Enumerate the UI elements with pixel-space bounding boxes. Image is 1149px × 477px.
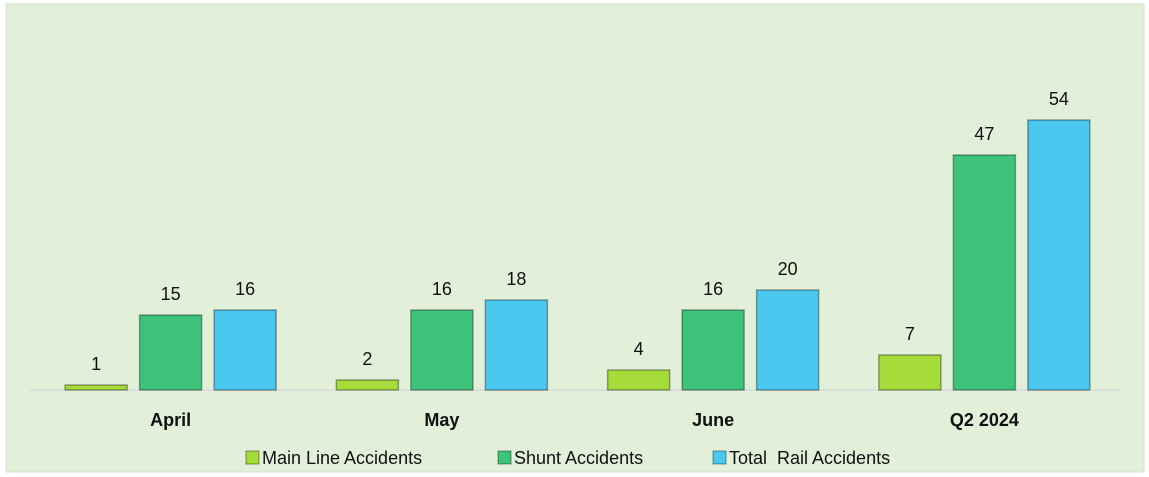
- bar: [410, 309, 474, 391]
- data-label: 47: [974, 124, 994, 144]
- bar: [681, 309, 745, 391]
- data-label: 7: [905, 324, 915, 344]
- legend-label: Total Rail Accidents: [729, 448, 890, 468]
- x-tick-label: April: [150, 410, 191, 430]
- data-label: 15: [161, 284, 181, 304]
- bar: [755, 289, 820, 391]
- legend-swatch: [497, 450, 512, 465]
- legend-swatch: [712, 450, 727, 465]
- legend-label: Shunt Accidents: [514, 448, 643, 468]
- bar: [213, 309, 277, 391]
- x-tick-label: Q2 2024: [950, 410, 1019, 430]
- bar: [335, 379, 400, 391]
- legend-swatch: [245, 450, 260, 465]
- data-label: 2: [362, 349, 372, 369]
- bar: [138, 314, 203, 391]
- data-label: 1: [91, 354, 101, 374]
- data-label: 16: [432, 279, 452, 299]
- legend-label: Main Line Accidents: [262, 448, 422, 468]
- bar: [484, 299, 549, 391]
- bar: [64, 384, 128, 391]
- data-label: 4: [634, 339, 644, 359]
- data-label: 16: [703, 279, 723, 299]
- x-tick-label: May: [424, 410, 459, 430]
- data-label: 54: [1049, 89, 1069, 109]
- bar: [606, 369, 671, 391]
- bar: [952, 154, 1017, 391]
- bar: [1027, 119, 1091, 391]
- data-label: 18: [506, 269, 526, 289]
- data-label: 16: [235, 279, 255, 299]
- x-tick-label: June: [692, 410, 734, 430]
- data-label: 20: [778, 259, 798, 279]
- bar: [878, 354, 942, 391]
